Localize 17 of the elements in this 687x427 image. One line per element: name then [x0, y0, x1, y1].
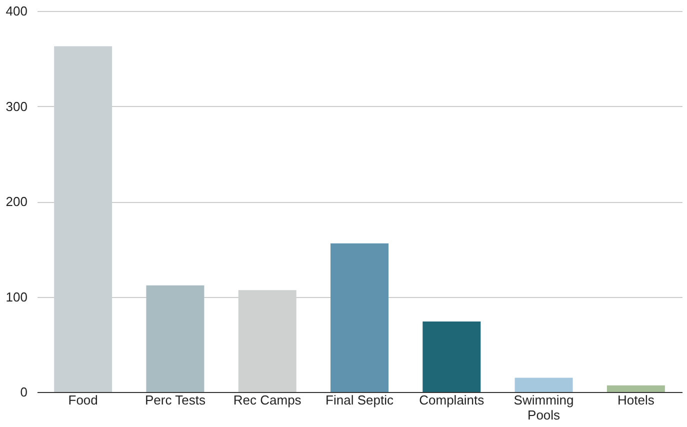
y-tick-label: 200 [6, 194, 28, 209]
x-tick-label: Complaints [419, 392, 485, 408]
x-tick-label: Perc Tests [144, 392, 206, 408]
bar [330, 243, 388, 392]
y-tick-label: 100 [6, 289, 28, 304]
x-tick-label: Hotels [618, 392, 655, 408]
bar [146, 285, 204, 392]
y-tick-label: 0 [20, 384, 28, 400]
x-tick-label: Final Septic [326, 392, 394, 408]
x-tick-label: Food [68, 392, 98, 408]
y-tick-label: 400 [6, 4, 28, 18]
x-tick-label: Swimming Pools [514, 392, 574, 422]
x-tick-label: Rec Camps [233, 392, 302, 408]
y-tick-label: 300 [6, 98, 28, 114]
bar [422, 322, 481, 392]
bar [514, 378, 573, 392]
bar [606, 385, 665, 392]
